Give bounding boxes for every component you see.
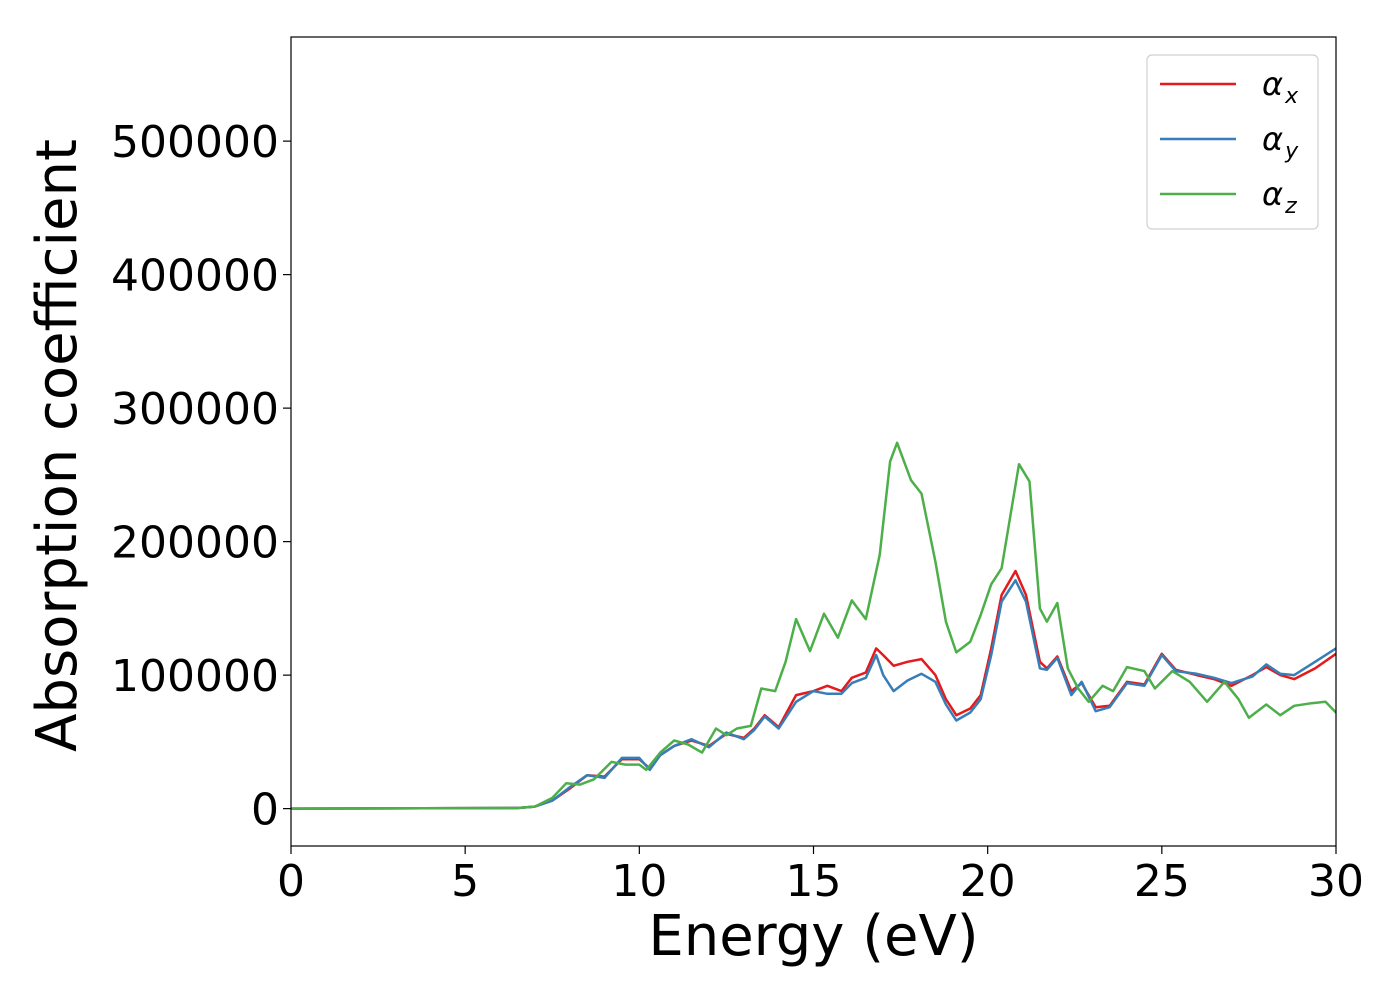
series-line-z: [291, 441, 1336, 810]
y-tick-label: 0: [251, 785, 279, 836]
y-axis-label: Absorption coefficient: [25, 139, 90, 752]
x-tick-label: 25: [1134, 856, 1190, 907]
series-layer: [291, 441, 1336, 810]
legend-box: [1146, 54, 1319, 230]
x-axis-label: Energy (eV): [648, 904, 978, 969]
y-tick-label: 200000: [111, 518, 279, 569]
x-tick-label: 30: [1308, 856, 1364, 907]
y-tick-label: 100000: [111, 651, 279, 702]
y-axis-ticks: 0 100000 200000 300000 400000 500000: [111, 117, 291, 836]
x-tick-label: 15: [786, 856, 842, 907]
x-tick-label: 0: [277, 856, 305, 907]
y-tick-label: 300000: [111, 384, 279, 435]
x-axis-ticks: 0 5 10 15 20 25 30: [277, 846, 1364, 907]
y-tick-label: 400000: [111, 251, 279, 302]
x-tick-label: 20: [960, 856, 1016, 907]
legend-label-y: αy: [1262, 120, 1299, 164]
x-tick-label: 5: [451, 856, 479, 907]
legend-label-z: αz: [1262, 175, 1297, 219]
legend: αx αy αz: [1146, 54, 1319, 230]
y-tick-label: 500000: [111, 117, 279, 168]
series-line-y: [291, 579, 1336, 810]
legend-label-x: αx: [1262, 65, 1299, 109]
x-tick-label: 10: [611, 856, 667, 907]
